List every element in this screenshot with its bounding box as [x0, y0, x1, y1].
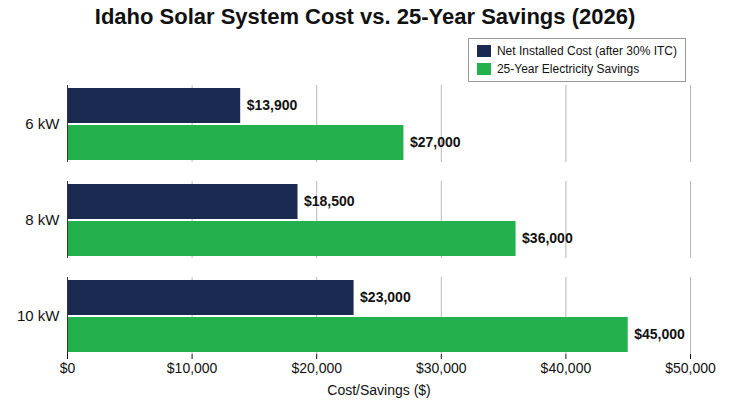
- html-text:Idaho Solar System Cost vs. 25: Idaho Solar System Cost vs. 25-Year Savi…: [94, 4, 636, 29]
- svg-text:$0: $0: [60, 360, 76, 376]
- svg-text:$27,000: $27,000: [410, 134, 461, 150]
- html-text:25-Year Electricity Savings: 25-Year Electricity Savings: [496, 62, 640, 76]
- svg-text:$23,000: $23,000: [360, 289, 411, 305]
- svg-text:$10,000: $10,000: [167, 360, 218, 376]
- svg-text:$36,000: $36,000: [522, 230, 573, 246]
- svg-text:$45,000: $45,000: [634, 326, 685, 342]
- svg-text:6 kW: 6 kW: [25, 115, 60, 132]
- svg-text:$18,500: $18,500: [304, 193, 355, 209]
- html-text:Net Installed Cost (after 30%: Net Installed Cost (after 30% ITC): [496, 44, 677, 58]
- svg-text:$50,000: $50,000: [665, 360, 716, 376]
- svg-text:$30,000: $30,000: [416, 360, 467, 376]
- svg-text:Cost/Savings ($): Cost/Savings ($): [327, 382, 430, 398]
- svg-text:$20,000: $20,000: [291, 360, 342, 376]
- svg-text:$13,900: $13,900: [247, 97, 298, 113]
- svg-text:10 kW: 10 kW: [17, 307, 60, 324]
- svg-text:8 kW: 8 kW: [25, 211, 60, 228]
- svg-text:$40,000: $40,000: [541, 360, 592, 376]
